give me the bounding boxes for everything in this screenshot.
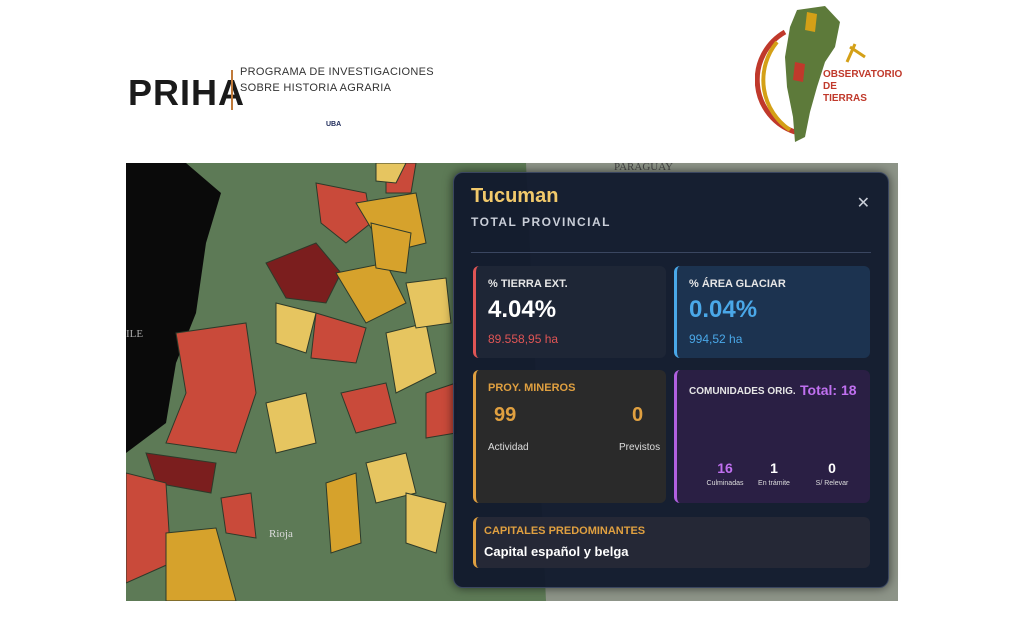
observatorio-text: OBSERVATORIO	[823, 69, 903, 80]
observatorio-logo	[755, 6, 866, 142]
card-value: Capital español y belga	[484, 544, 629, 559]
card-detail: 89.558,95 ha	[488, 332, 559, 346]
logo-divider	[231, 70, 233, 110]
observatorio-text: TIERRAS	[823, 93, 867, 104]
map-label: Rioja	[269, 528, 293, 540]
tierra-card: % TIERRA EXT. 4.04% 89.558,95 ha	[473, 266, 666, 358]
comunidades-value: 1	[770, 460, 778, 476]
map-label: ILE	[126, 328, 143, 340]
program-text: SOBRE HISTORIA AGRARIA	[240, 82, 392, 94]
card-label: % TIERRA EXT.	[488, 278, 568, 290]
priha-logo: PRIHA	[128, 72, 246, 113]
card-label: COMUNIDADES ORIG.	[689, 386, 796, 397]
card-value: 0.04%	[689, 296, 758, 323]
comunidades-card: COMUNIDADES ORIG. Total: 18 16 Culminada…	[674, 370, 870, 503]
card-label: % ÁREA GLACIAR	[689, 278, 786, 290]
mineros-card: PROY. MINEROS 99 Actividad 0 Previstos	[473, 370, 666, 503]
capitales-card: CAPITALES PREDOMINANTES Capital español …	[473, 517, 870, 568]
map-label: PARAGUAY	[614, 163, 673, 173]
comunidades-label: S/ Relevar	[815, 480, 849, 487]
card-label: PROY. MINEROS	[488, 382, 576, 394]
province-panel: Tucuman TOTAL PROVINCIAL ✕ % TIERRA EXT.…	[453, 172, 889, 588]
card-label: CAPITALES PREDOMINANTES	[484, 525, 646, 537]
comunidades-value: 0	[828, 460, 836, 476]
mineros-value: 0	[632, 404, 644, 426]
separator	[471, 252, 871, 253]
comunidades-label: Culminadas	[706, 480, 744, 487]
observatorio-text: DE	[823, 81, 837, 92]
uba-logo: UBA	[326, 121, 342, 128]
comunidades-label: En trámite	[758, 480, 790, 487]
mineros-label: Previstos	[619, 442, 661, 453]
card-detail: 994,52 ha	[689, 332, 743, 346]
mineros-value: 99	[494, 404, 517, 426]
panel-subtitle: TOTAL PROVINCIAL	[471, 215, 612, 229]
glaciar-card: % ÁREA GLACIAR 0.04% 994,52 ha	[674, 266, 870, 358]
comunidades-value: 16	[717, 460, 733, 476]
mineros-label: Actividad	[488, 442, 529, 453]
comunidades-total: Total: 18	[800, 382, 857, 398]
panel-title: Tucuman	[471, 185, 559, 207]
close-button[interactable]: ✕	[856, 195, 870, 212]
card-value: 4.04%	[488, 296, 557, 323]
program-text: PROGRAMA DE INVESTIGACIONES	[240, 66, 434, 78]
